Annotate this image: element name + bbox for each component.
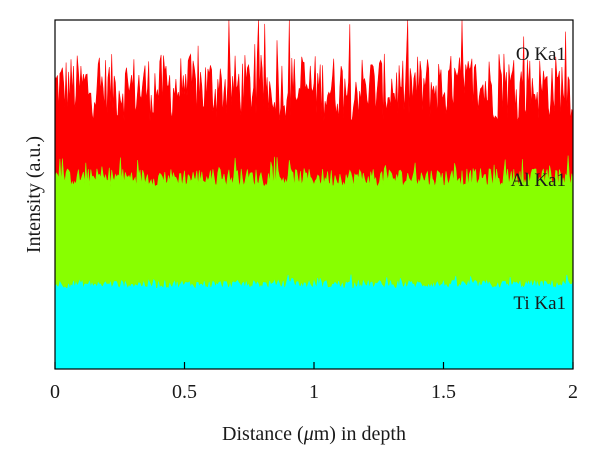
series-area-2	[54, 155, 574, 319]
x-tick-label: 1	[309, 381, 319, 403]
x-tick-label: 1.5	[431, 381, 456, 403]
series-label-3: Ti Ka1	[513, 293, 566, 314]
series-label-1: O Ka1	[516, 44, 566, 65]
x-axis-label-suffix: m) in depth	[314, 423, 406, 445]
x-axis-label-mu: μ	[303, 423, 314, 445]
x-axis-ticks: 0 0.5 1 1.5 2	[50, 362, 578, 403]
x-tick-label: 0.5	[172, 381, 197, 403]
series-labels: O Ka1 Al Ka1 Ti Ka1	[511, 44, 566, 314]
x-tick-label: 0	[50, 381, 60, 403]
series-label-2: Al Ka1	[511, 170, 566, 191]
series-area-3	[54, 274, 574, 370]
x-tick-label: 2	[568, 381, 578, 403]
series-areas	[54, 19, 574, 370]
x-axis-label: Distance (μm) in depth	[222, 423, 406, 445]
x-axis-label-prefix: Distance (	[222, 423, 304, 445]
y-axis-label: Intensity (a.u.)	[23, 136, 45, 253]
